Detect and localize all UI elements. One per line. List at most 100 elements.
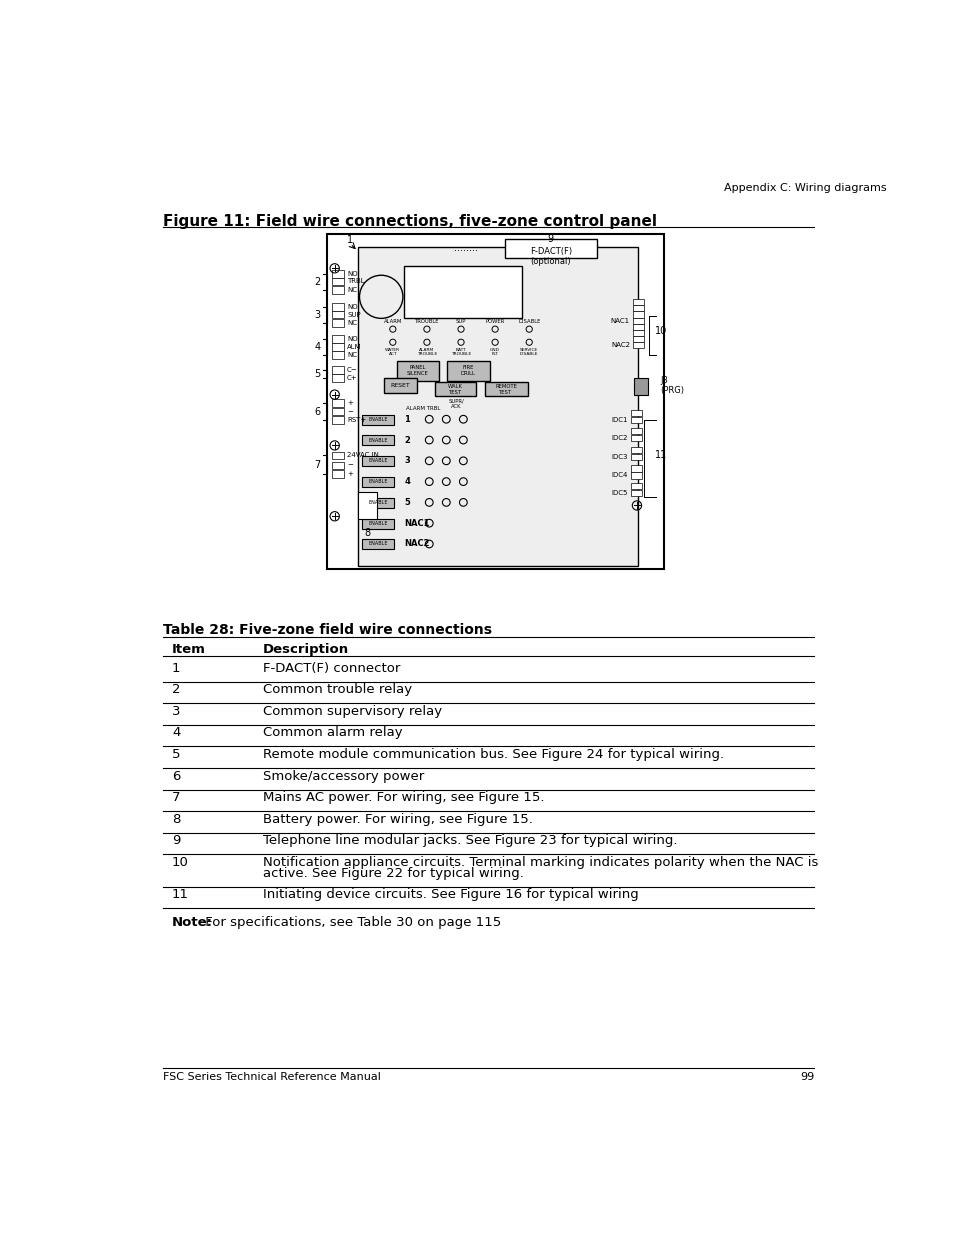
Bar	[630, 410, 641, 416]
Text: Notification appliance circuits. Terminal marking indicates polarity when the NA: Notification appliance circuits. Termina…	[262, 856, 817, 869]
Text: 7: 7	[314, 459, 320, 469]
Text: SERVICE
DISABLE: SERVICE DISABLE	[519, 347, 537, 356]
Bar	[332, 319, 344, 327]
Text: +: +	[347, 400, 353, 406]
Bar	[396, 362, 439, 380]
Bar	[357, 247, 638, 567]
Text: Battery power. For wiring, see Figure 15.: Battery power. For wiring, see Figure 15…	[262, 813, 532, 826]
Text: J3
(PRG): J3 (PRG)	[659, 375, 683, 395]
Text: NC: NC	[347, 352, 356, 358]
Bar	[633, 336, 643, 342]
Bar	[404, 266, 521, 319]
Text: 1: 1	[172, 662, 180, 674]
Text: ALARM TRBL: ALARM TRBL	[406, 406, 440, 411]
Bar	[361, 477, 394, 487]
Bar	[361, 415, 394, 425]
Text: Description: Description	[262, 642, 349, 656]
Bar	[332, 287, 344, 294]
Text: Remote module communication bus. See Figure 24 for typical wiring.: Remote module communication bus. See Fig…	[262, 748, 723, 761]
Text: WALK
TEST: WALK TEST	[448, 384, 462, 395]
Text: RST+: RST+	[347, 417, 366, 424]
Bar	[332, 408, 344, 415]
Text: +: +	[347, 471, 353, 477]
Bar	[332, 374, 344, 382]
Text: 10: 10	[654, 326, 666, 336]
Text: 3: 3	[172, 705, 180, 718]
Text: 9: 9	[172, 835, 180, 847]
Text: C−: C−	[347, 367, 357, 373]
Text: F-DACT(F) connector: F-DACT(F) connector	[262, 662, 399, 674]
Text: −: −	[347, 462, 353, 468]
Text: RESET: RESET	[391, 383, 410, 388]
Bar	[361, 498, 394, 508]
Text: 3: 3	[404, 456, 410, 466]
Bar	[332, 416, 344, 424]
Text: 1: 1	[347, 235, 353, 245]
Text: 6: 6	[172, 769, 180, 783]
Text: NAC2: NAC2	[404, 540, 430, 548]
Bar	[633, 324, 643, 330]
Bar	[633, 317, 643, 324]
Bar	[633, 342, 643, 348]
Text: 4: 4	[404, 477, 410, 487]
Text: TRBL: TRBL	[347, 278, 364, 284]
Bar	[332, 303, 344, 311]
Text: 6: 6	[314, 406, 320, 416]
Text: WATER
ACT: WATER ACT	[385, 347, 400, 356]
Text: NO: NO	[347, 304, 357, 310]
Text: 11: 11	[654, 450, 666, 459]
Text: GND
FLT: GND FLT	[490, 347, 499, 356]
Bar	[332, 352, 344, 359]
Bar	[332, 452, 344, 459]
Bar	[633, 299, 643, 305]
Bar	[630, 427, 641, 433]
Text: 1: 1	[404, 415, 410, 424]
Text: NAC1: NAC1	[610, 317, 629, 324]
Bar	[361, 436, 394, 446]
Text: Item: Item	[172, 642, 206, 656]
Text: NO: NO	[347, 270, 357, 277]
Text: ALM: ALM	[347, 343, 361, 350]
Text: 9: 9	[547, 235, 554, 245]
Text: 5: 5	[314, 369, 320, 379]
Text: FIRE
DRILL: FIRE DRILL	[460, 366, 475, 377]
Text: ENABLE: ENABLE	[368, 479, 388, 484]
Bar	[633, 305, 643, 311]
Text: SUP: SUP	[347, 311, 360, 317]
Text: PANEL
SILENCE: PANEL SILENCE	[406, 366, 428, 377]
Text: ALARM
TROUBLE: ALARM TROUBLE	[416, 347, 436, 356]
Bar	[447, 362, 489, 380]
Text: −: −	[347, 409, 353, 415]
Bar	[332, 366, 344, 374]
Bar	[332, 336, 344, 343]
Bar	[384, 378, 416, 393]
Bar	[505, 240, 596, 258]
Text: IDC4: IDC4	[611, 473, 627, 478]
Text: NAC2: NAC2	[610, 342, 629, 348]
Text: 99: 99	[800, 1072, 814, 1082]
Bar	[332, 278, 344, 285]
Text: IDC5: IDC5	[611, 490, 627, 496]
Text: POWER: POWER	[485, 319, 504, 324]
Text: BATT
TROUBLE: BATT TROUBLE	[451, 347, 471, 356]
Text: Common alarm relay: Common alarm relay	[262, 726, 402, 740]
Bar	[633, 378, 647, 395]
Text: ALARM: ALARM	[383, 319, 401, 324]
Bar	[361, 540, 394, 550]
Text: 2: 2	[172, 683, 180, 697]
Text: NO: NO	[347, 336, 357, 342]
Text: SUP: SUP	[456, 319, 466, 324]
Bar	[357, 492, 376, 520]
Text: NC: NC	[347, 320, 356, 326]
Text: Telephone line modular jacks. See Figure 23 for typical wiring.: Telephone line modular jacks. See Figure…	[262, 835, 677, 847]
Text: Smoke/accessory power: Smoke/accessory power	[262, 769, 423, 783]
Bar	[327, 235, 663, 569]
Text: TROUBLE: TROUBLE	[415, 319, 438, 324]
Text: ........: ........	[454, 243, 478, 253]
Text: ENABLE: ENABLE	[368, 416, 388, 421]
Bar	[332, 399, 344, 406]
Text: Appendix C: Wiring diagrams: Appendix C: Wiring diagrams	[723, 183, 885, 193]
Bar	[332, 471, 344, 478]
Text: 24VAC IN: 24VAC IN	[347, 452, 378, 458]
Text: Figure 11: Field wire connections, five-zone control panel: Figure 11: Field wire connections, five-…	[163, 214, 657, 228]
